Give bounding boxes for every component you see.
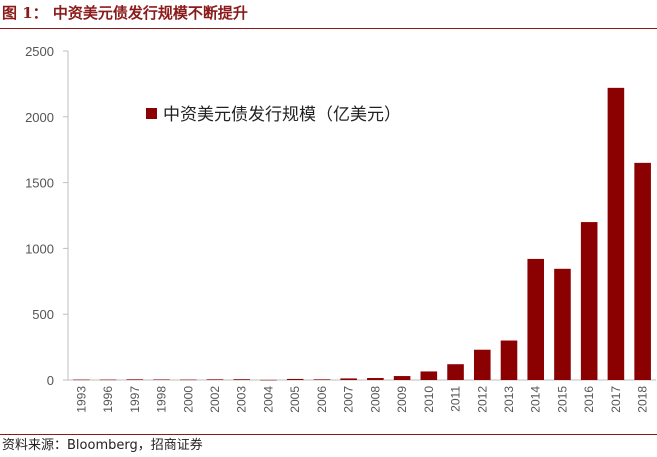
x-tick-label: 2005 — [288, 386, 302, 413]
bar — [126, 379, 144, 380]
x-tick-label: 2006 — [315, 386, 329, 413]
x-tick-label: 2012 — [475, 386, 489, 413]
x-tick-label: 1998 — [155, 386, 169, 413]
y-tick-label: 0 — [47, 373, 54, 388]
bar — [473, 349, 491, 380]
legend: 中资美元债发行规模（亿美元） — [146, 105, 401, 125]
bar — [607, 87, 625, 381]
y-tick-label: 2500 — [25, 44, 54, 59]
x-tick-label: 2007 — [342, 386, 356, 413]
bar — [527, 258, 545, 380]
bar — [99, 379, 117, 381]
bar — [206, 379, 224, 380]
x-tick-label: 2018 — [636, 386, 650, 413]
bar — [500, 340, 518, 380]
bar — [447, 364, 464, 380]
bar — [286, 378, 304, 380]
bars — [73, 87, 651, 381]
x-tick-label: 2003 — [235, 386, 249, 413]
bar — [367, 378, 384, 380]
bar — [554, 268, 571, 380]
x-tick-label: 2002 — [208, 386, 222, 413]
x-tick-label: 2011 — [449, 386, 463, 412]
x-tick-label: 2016 — [582, 386, 596, 413]
bar — [233, 379, 251, 380]
x-tick-label: 2010 — [422, 386, 436, 413]
bar — [393, 376, 411, 380]
title-divider — [0, 28, 657, 29]
bar — [313, 379, 331, 380]
x-tick-label: 2008 — [368, 386, 382, 413]
bar-chart: 0 500 1000 1500 2000 2500 1993 1996 1997 1998 200… — [25, 44, 656, 413]
bar — [179, 379, 197, 381]
x-tick-label: 1993 — [74, 386, 88, 413]
bar — [580, 222, 598, 380]
x-tick-label: 2004 — [261, 386, 275, 413]
bar — [340, 378, 357, 380]
x-tick-label: 1997 — [128, 386, 142, 413]
x-tick-label: 1996 — [101, 386, 115, 413]
x-tick-label: 2000 — [181, 386, 195, 413]
source-divider — [0, 434, 657, 435]
bar — [260, 379, 277, 381]
bar — [634, 162, 651, 380]
y-tick-label: 2000 — [25, 110, 54, 125]
y-tick-label: 1500 — [25, 176, 54, 191]
x-tick-label: 2009 — [395, 386, 409, 413]
source-note: 资料来源：Bloomberg，招商证券 — [2, 438, 203, 453]
legend-label: 中资美元债发行规模（亿美元） — [163, 105, 401, 125]
x-axis: 1993 1996 1997 1998 2000 2002 2003 2004 2005 2006… — [68, 379, 656, 413]
legend-swatch — [146, 108, 157, 119]
y-axis: 0 500 1000 1500 2000 2500 — [25, 44, 69, 388]
bar — [420, 371, 438, 380]
figure-title: 图 1： 中资美元债发行规模不断提升 — [2, 4, 248, 22]
bar — [73, 379, 90, 381]
x-tick-label: 2014 — [529, 386, 543, 413]
bar — [153, 379, 170, 380]
x-tick-label: 2013 — [502, 386, 516, 413]
y-tick-label: 500 — [32, 307, 54, 322]
x-tick-label: 2017 — [609, 386, 623, 413]
y-tick-label: 1000 — [25, 241, 54, 256]
x-tick-label: 2015 — [555, 386, 569, 413]
